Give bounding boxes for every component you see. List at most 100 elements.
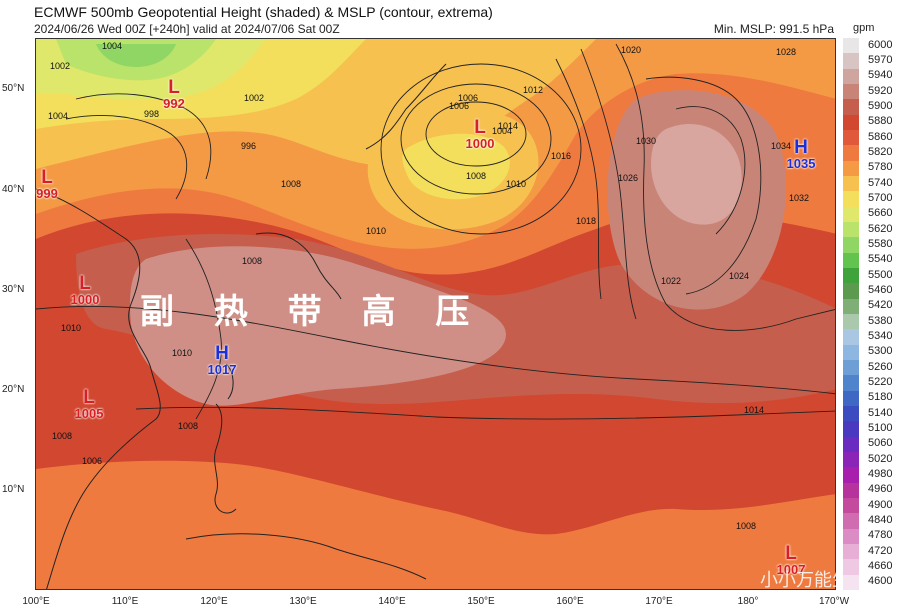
pressure-value: 1017 <box>207 362 237 377</box>
colorbar-swatch <box>843 176 859 192</box>
colorbar-label: 5700 <box>868 192 893 204</box>
colorbar-swatch <box>843 375 859 392</box>
colorbar-label: 5620 <box>868 222 893 235</box>
contour-label: 1026 <box>618 173 638 183</box>
coastline-sakhalin <box>365 63 447 150</box>
colorbar-label: 5220 <box>868 376 893 388</box>
colorbar-label: 4720 <box>868 544 893 557</box>
shading-5920-core <box>129 246 506 406</box>
colorbar-swatch <box>843 145 859 162</box>
colorbar-label: 4900 <box>868 498 893 511</box>
lon-label: 170°E <box>645 596 673 607</box>
contour-label: 1008 <box>178 421 198 431</box>
contour-label: 1010 <box>61 323 81 333</box>
pressure-value: 1005 <box>74 406 104 421</box>
chart-title: ECMWF 500mb Geopotential Height (shaded)… <box>34 4 493 20</box>
colorbar-swatch <box>843 406 859 422</box>
lon-label: 120°E <box>200 596 228 607</box>
pressure-type: H <box>794 137 808 158</box>
colorbar-label: 4600 <box>868 575 893 588</box>
chart-subtitle: 2024/06/26 Wed 00Z [+240h] valid at 2024… <box>34 22 340 36</box>
contour-label: 1008 <box>242 256 262 266</box>
contour-label: 1008 <box>281 179 301 189</box>
colorbar-label: 5340 <box>868 330 893 342</box>
lon-label: 160°E <box>556 596 584 607</box>
colorbar-swatch <box>843 191 859 208</box>
colorbar-swatch <box>843 298 859 315</box>
pressure-value: 992 <box>163 96 185 111</box>
colorbar-label: 5540 <box>868 253 893 266</box>
colorbar-swatch <box>843 252 859 269</box>
colorbar-swatch <box>843 544 859 560</box>
colorbar-swatch <box>843 436 859 453</box>
lon-label: 100°E <box>22 596 50 607</box>
colorbar-label: 5970 <box>868 54 893 66</box>
colorbar-label: 5060 <box>868 437 893 450</box>
colorbar-swatch <box>843 513 859 530</box>
contour-label: 1004 <box>102 41 122 51</box>
colorbar-swatch <box>843 84 859 100</box>
pressure-type: L <box>79 273 91 294</box>
lon-label: 140°E <box>378 596 406 607</box>
colorbar-swatch <box>843 360 859 376</box>
pressure-type: L <box>168 77 180 98</box>
colorbar-swatch <box>843 130 859 146</box>
shading-npac-core <box>651 123 742 225</box>
colorbar-label: 5740 <box>868 176 893 189</box>
colorbar-label: 5420 <box>868 299 893 312</box>
colorbar-label: 4960 <box>868 483 893 496</box>
contour-label: 1010 <box>506 179 526 189</box>
contour-label: 1008 <box>466 171 486 181</box>
colorbar-label: 5020 <box>868 452 893 465</box>
contour-label: 1018 <box>576 216 596 226</box>
pressure-type: L <box>83 387 95 408</box>
contour-label: 1014 <box>498 121 518 131</box>
lat-label: 20°N <box>2 384 25 395</box>
lon-label: 150°E <box>467 596 495 607</box>
coastline-asia <box>36 188 161 589</box>
low-pressure-marker: L 1000 <box>466 118 495 150</box>
watermark: 小小万能生 <box>760 570 850 591</box>
pressure-value: 1007 <box>776 562 806 577</box>
high-pressure-marker: H 1035 <box>787 138 816 170</box>
colorbar-swatch <box>843 283 859 300</box>
contour-label: 1004 <box>48 111 68 121</box>
contour-label: 1010 <box>366 226 386 236</box>
colorbar-swatch <box>843 53 859 70</box>
colorbar-swatch <box>843 38 859 54</box>
lon-label: 170°W <box>818 596 850 607</box>
contour-label: 1004 <box>492 126 512 136</box>
colorbar-label: 5300 <box>868 345 893 358</box>
contour-label: 1008 <box>52 431 72 441</box>
contour-labels: 1002 1004 1004 998 996 1002 1006 1008 10… <box>48 41 809 531</box>
map-canvas: 1002 1004 1004 998 996 1002 1006 1008 10… <box>36 39 835 589</box>
isobars <box>36 43 835 420</box>
coastline-japan <box>255 232 342 300</box>
colorbar-label: 5260 <box>868 360 893 373</box>
colorbar-swatch <box>843 421 859 438</box>
contour-label: 1010 <box>172 348 192 358</box>
colorbar-label: 4840 <box>868 514 893 526</box>
colorbar-swatch <box>843 528 859 545</box>
colorbar-label: 5100 <box>868 422 893 434</box>
colorbar-label: 5140 <box>868 406 893 419</box>
colorbar-label: 5580 <box>868 238 893 250</box>
contour-label: 1034 <box>771 141 791 151</box>
lon-label: 110°E <box>111 596 139 607</box>
colorbar-swatch <box>843 314 859 330</box>
colorbar-label: 5880 <box>868 115 893 128</box>
colorbar-label: 5920 <box>868 84 893 97</box>
colorbar-swatch <box>843 222 859 238</box>
colorbar-label: 5820 <box>868 146 893 158</box>
contour-label: 1030 <box>636 136 656 146</box>
coastline-philippines <box>214 403 237 514</box>
colorbar-label: 4660 <box>868 560 893 572</box>
lat-label: 40°N <box>2 184 25 195</box>
lon-label: 130°E <box>289 596 317 607</box>
pressure-type: L <box>474 117 486 138</box>
colorbar-label: 5500 <box>868 268 893 281</box>
contour-label: 996 <box>241 141 256 151</box>
contour-label: 1006 <box>449 101 469 111</box>
colorbar-swatch <box>843 99 859 116</box>
colorbar-swatch <box>843 467 859 484</box>
